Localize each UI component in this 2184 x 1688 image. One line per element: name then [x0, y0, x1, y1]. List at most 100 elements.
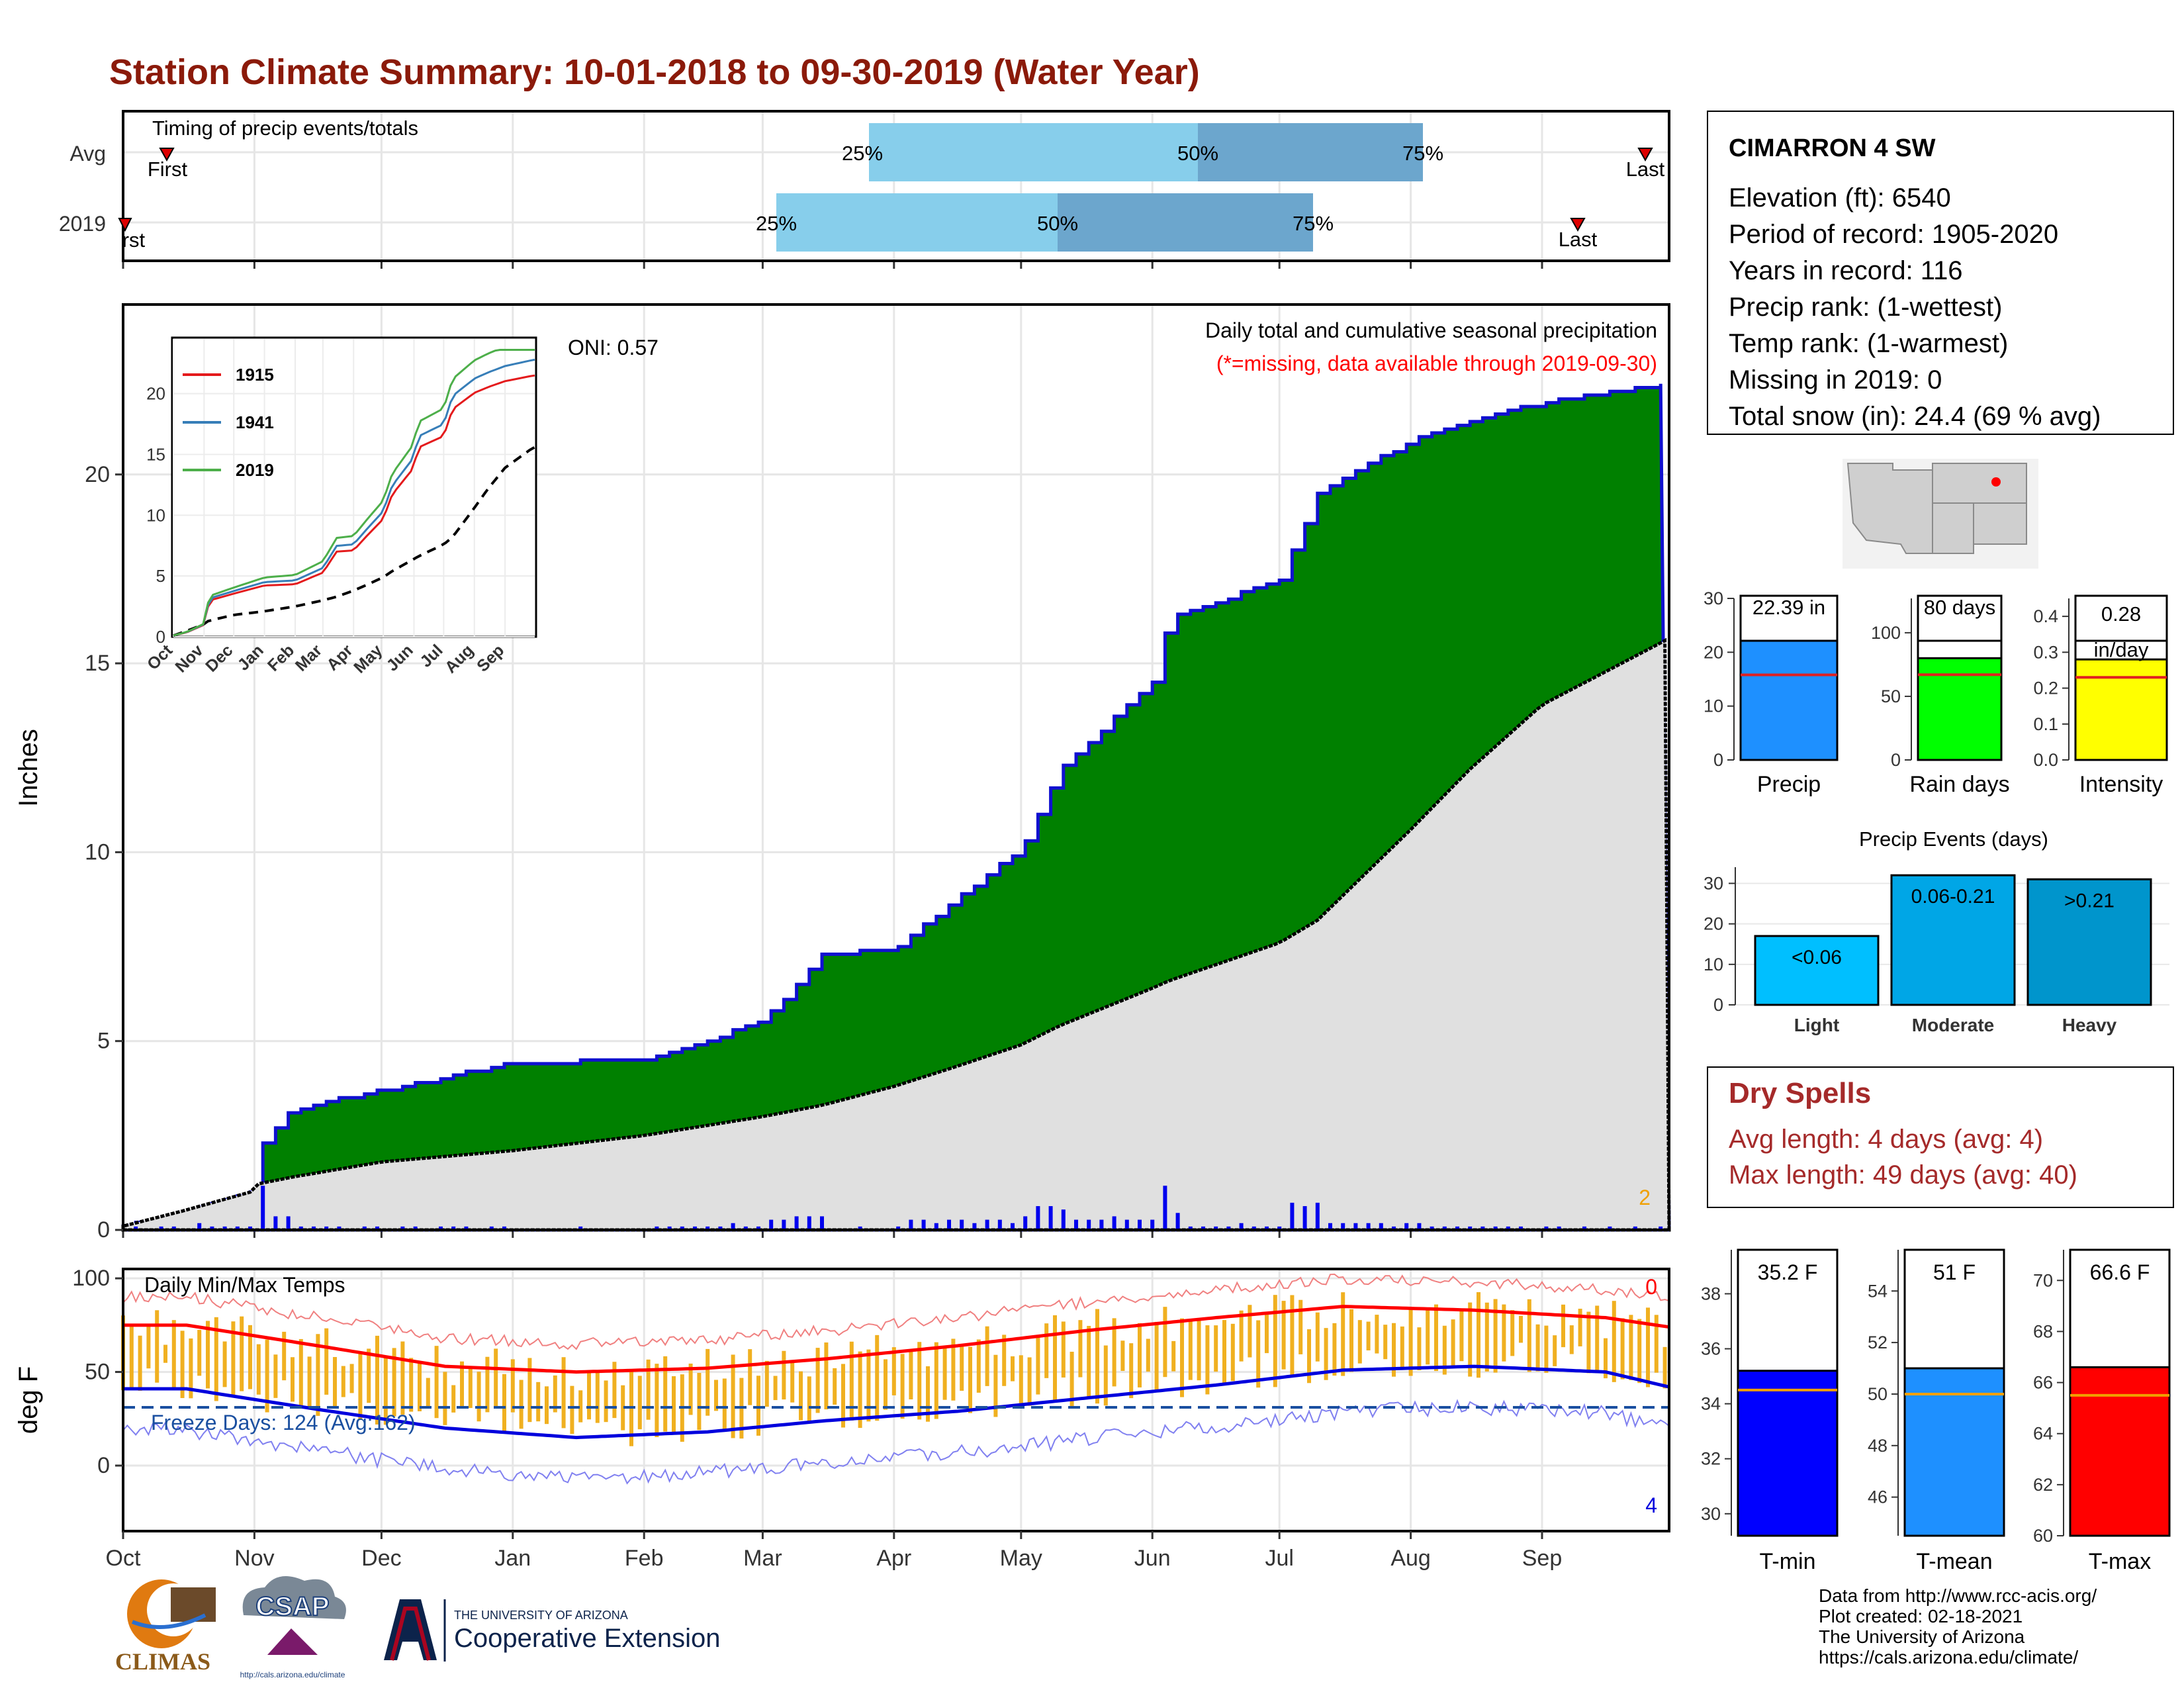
daily-precip-bar [1392, 1226, 1396, 1230]
daily-temp-bar [1103, 1345, 1108, 1406]
daily-precip-bar [820, 1216, 824, 1230]
page-title: Station Climate Summary: 10-01-2018 to 0… [109, 52, 1200, 92]
y2019-first-label: First [105, 228, 146, 252]
freeze-days-label: Freeze Days: 124 (Avg:162) [151, 1411, 416, 1434]
daily-precip-bar [1061, 1209, 1066, 1230]
daily-temp-bar [307, 1356, 312, 1409]
daily-temp-bar [621, 1385, 625, 1430]
daily-temp-bar [282, 1331, 287, 1381]
daily-temp-bar [324, 1328, 329, 1395]
ua-line-2: Cooperative Extension [454, 1624, 720, 1653]
daily-precip-bar [1659, 1226, 1663, 1230]
daily-precip-bar [705, 1226, 710, 1230]
timing-panel: Timing of precip events/totals Avg 2019 … [59, 110, 1670, 269]
daily-temp-bar [570, 1385, 574, 1434]
daily-temp-bar [1646, 1307, 1650, 1387]
daily-temp-bar [1341, 1292, 1345, 1376]
avg-last-marker [1637, 148, 1653, 162]
daily-temp-bar [1595, 1305, 1600, 1374]
intensity-bar-ytick: 0.1 [2033, 714, 2058, 734]
daily-temp-bar [866, 1349, 871, 1422]
events-ytick: 20 [1704, 914, 1723, 934]
precip-ylabel: Inches [14, 729, 43, 807]
daily-temp-bar [841, 1364, 845, 1428]
daily-precip-bar [451, 1226, 456, 1230]
daily-temp-bar [1578, 1309, 1582, 1346]
daily-temp-bar [460, 1361, 464, 1408]
daily-temp-bar [748, 1349, 752, 1405]
events-bar-label: Moderate [1912, 1015, 1994, 1035]
daily-temp-bar [418, 1363, 422, 1412]
month-tick: Aug [1390, 1546, 1431, 1571]
tmean-ytick: 48 [1868, 1436, 1888, 1456]
station-missing: Missing in 2019: 0 [1729, 365, 1942, 395]
daily-temp-bar [1273, 1295, 1277, 1387]
events-bar-value: <0.06 [1792, 947, 1842, 968]
daily-precip-bar [489, 1226, 494, 1230]
daily-precip-bar [1163, 1186, 1167, 1230]
daily-temp-bar [316, 1334, 320, 1416]
temp-ylabel: deg F [14, 1366, 43, 1434]
station-name: CIMARRON 4 SW [1729, 134, 1936, 162]
avg-first-marker [159, 148, 175, 162]
precip-bar-ytick: 0 [1713, 750, 1723, 770]
daily-temp-bar [291, 1357, 295, 1402]
station-years: Years in record: 116 [1729, 256, 1963, 285]
daily-precip-bar [362, 1226, 367, 1230]
daily-temp-bar [1248, 1305, 1252, 1358]
daily-temp-bar [612, 1362, 617, 1419]
daily-precip-bar [1124, 1219, 1129, 1230]
daily-precip-bar [1493, 1226, 1498, 1230]
daily-precip-bar [1201, 1226, 1205, 1230]
daily-temp-bar [1519, 1315, 1523, 1343]
daily-temp-bar [231, 1321, 236, 1398]
daily-temp-bar [1078, 1320, 1083, 1378]
daily-temp-bar [180, 1331, 185, 1399]
daily-temp-bar [1214, 1325, 1218, 1372]
daily-temp-bar [815, 1348, 820, 1413]
daily-precip-bar [731, 1223, 735, 1230]
y2019-p75-label: 75% [1293, 212, 1334, 235]
daily-temp-bar [1061, 1321, 1066, 1378]
daily-temp-bar [807, 1376, 811, 1423]
inset-ytick: 10 [146, 505, 165, 525]
daily-precip-bar [578, 1226, 583, 1230]
daily-temp-bar [1324, 1328, 1328, 1380]
month-tick: May [1000, 1546, 1042, 1571]
daily-temp-bar [129, 1323, 134, 1391]
tmax-value: 66.6 F [2090, 1260, 2150, 1284]
daily-temp-bar [1502, 1304, 1506, 1362]
daily-temp-bar [367, 1348, 371, 1403]
tmean-ytick: 50 [1868, 1384, 1888, 1404]
daily-temp-bar [1426, 1309, 1430, 1365]
inset-legend-label-2019: 2019 [236, 460, 274, 480]
station-elevation: Elevation (ft): 6540 [1729, 183, 1951, 212]
tmean-label: T-mean [1916, 1549, 1992, 1574]
intensity-bar-ytick: 0.0 [2033, 750, 2058, 770]
daily-precip-bar [756, 1226, 760, 1230]
avg-first-label: First [148, 158, 188, 181]
precip-bar-ytick: 10 [1704, 696, 1723, 716]
daily-temp-bar [1265, 1314, 1269, 1354]
daily-temp-bar [1561, 1304, 1565, 1348]
daily-precip-bar [655, 1226, 659, 1230]
daily-precip-bar [1430, 1226, 1434, 1230]
precip-bar-ytick: 30 [1704, 588, 1723, 608]
daily-temp-bar [358, 1352, 363, 1420]
month-tick: Feb [625, 1546, 664, 1571]
daily-temp-bar [672, 1376, 676, 1435]
precip-ytick: 10 [85, 839, 110, 865]
daily-temp-bar [1163, 1307, 1167, 1378]
daily-temp-bar [545, 1386, 549, 1425]
daily-temp-bar [799, 1371, 803, 1421]
daily-precip-bar [972, 1223, 977, 1230]
tmin-label: T-min [1760, 1549, 1816, 1574]
daily-temp-bar [909, 1350, 913, 1400]
credit-line-1: Data from http://www.rcc-acis.org/ [1819, 1585, 2097, 1606]
daily-temp-bar [1637, 1319, 1642, 1383]
daily-temp-bar [434, 1346, 439, 1419]
tmax-ytick: 68 [2033, 1321, 2053, 1341]
daily-precip-bar [1455, 1226, 1459, 1230]
credits: Data from http://www.rcc-acis.org/ Plot … [1819, 1585, 2097, 1667]
